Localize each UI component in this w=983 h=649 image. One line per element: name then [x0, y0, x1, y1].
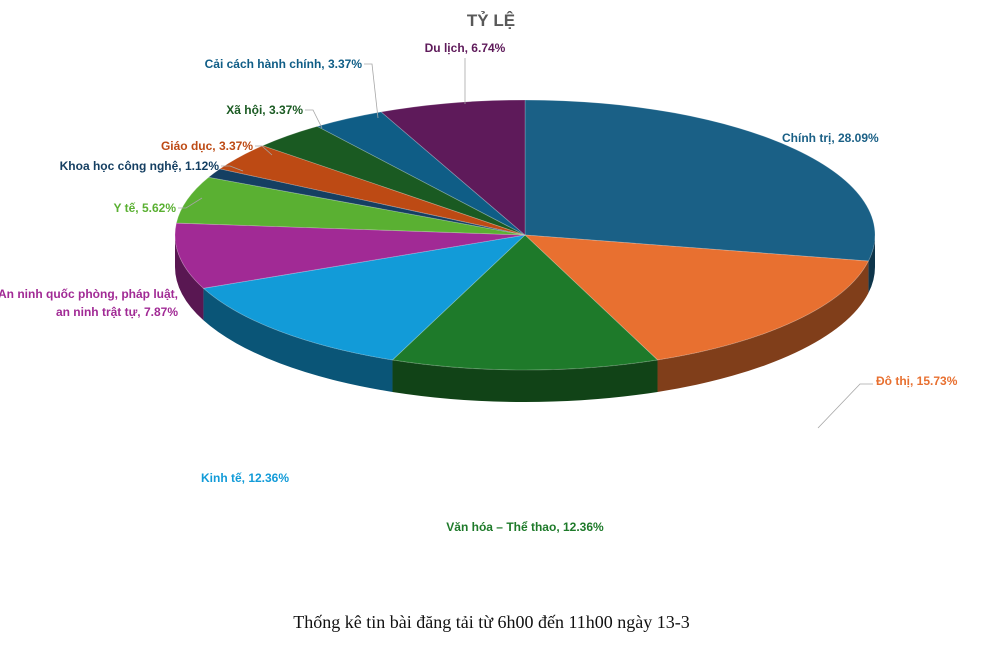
data-label-10: Du lịch, 6.74% [425, 41, 506, 55]
data-label-7: Giáo dục, 3.37% [161, 139, 253, 153]
slice-9 [316, 111, 526, 236]
slice-side-4 [175, 235, 204, 321]
slice-2 [391, 234, 659, 371]
slice-side-1 [657, 261, 869, 392]
data-label-8: Xã hội, 3.37% [226, 103, 303, 117]
data-label-9: Cải cách hành chính, 3.37% [205, 57, 363, 71]
data-label-0: Chính trị, 28.09% [782, 131, 879, 145]
slice-7 [218, 145, 526, 236]
chart-title: TỶ LỆ [467, 11, 515, 30]
leader-line-6 [221, 165, 244, 172]
data-label-4: An ninh quốc phòng, pháp luật, an ninh tr… [0, 287, 178, 319]
leader-line-1 [817, 383, 873, 429]
slice-5 [175, 176, 526, 236]
slice-side-0 [868, 235, 875, 294]
leader-line-8 [305, 109, 323, 129]
slice-0 [524, 99, 876, 262]
data-label-2: Văn hóa – Thể thao, 12.36% [446, 520, 604, 534]
slice-3 [202, 234, 527, 361]
data-label-6: Khoa học công nghệ, 1.12% [60, 159, 220, 173]
data-label-3: Kinh tế, 12.36% [201, 471, 289, 485]
slice-side-3 [203, 288, 393, 392]
slice-6 [207, 168, 526, 236]
chart-caption: Thống kê tin bài đăng tải từ 6h00 đến 11… [293, 612, 690, 632]
leader-line-7 [255, 145, 273, 156]
leader-line-9 [364, 63, 379, 119]
data-label-5: Y tế, 5.62% [114, 201, 177, 215]
data-label-1: Đô thị, 15.73% [876, 374, 958, 388]
leader-line-5 [178, 197, 203, 209]
slice-10 [380, 99, 526, 236]
slice-1 [523, 234, 870, 361]
slice-side-2 [392, 359, 658, 402]
pie-chart: TỶ LỆ Chính trị, 28.09% Đô thị, 15.73% Văn… [0, 11, 958, 534]
slice-8 [261, 125, 526, 236]
slice-4 [174, 222, 526, 289]
